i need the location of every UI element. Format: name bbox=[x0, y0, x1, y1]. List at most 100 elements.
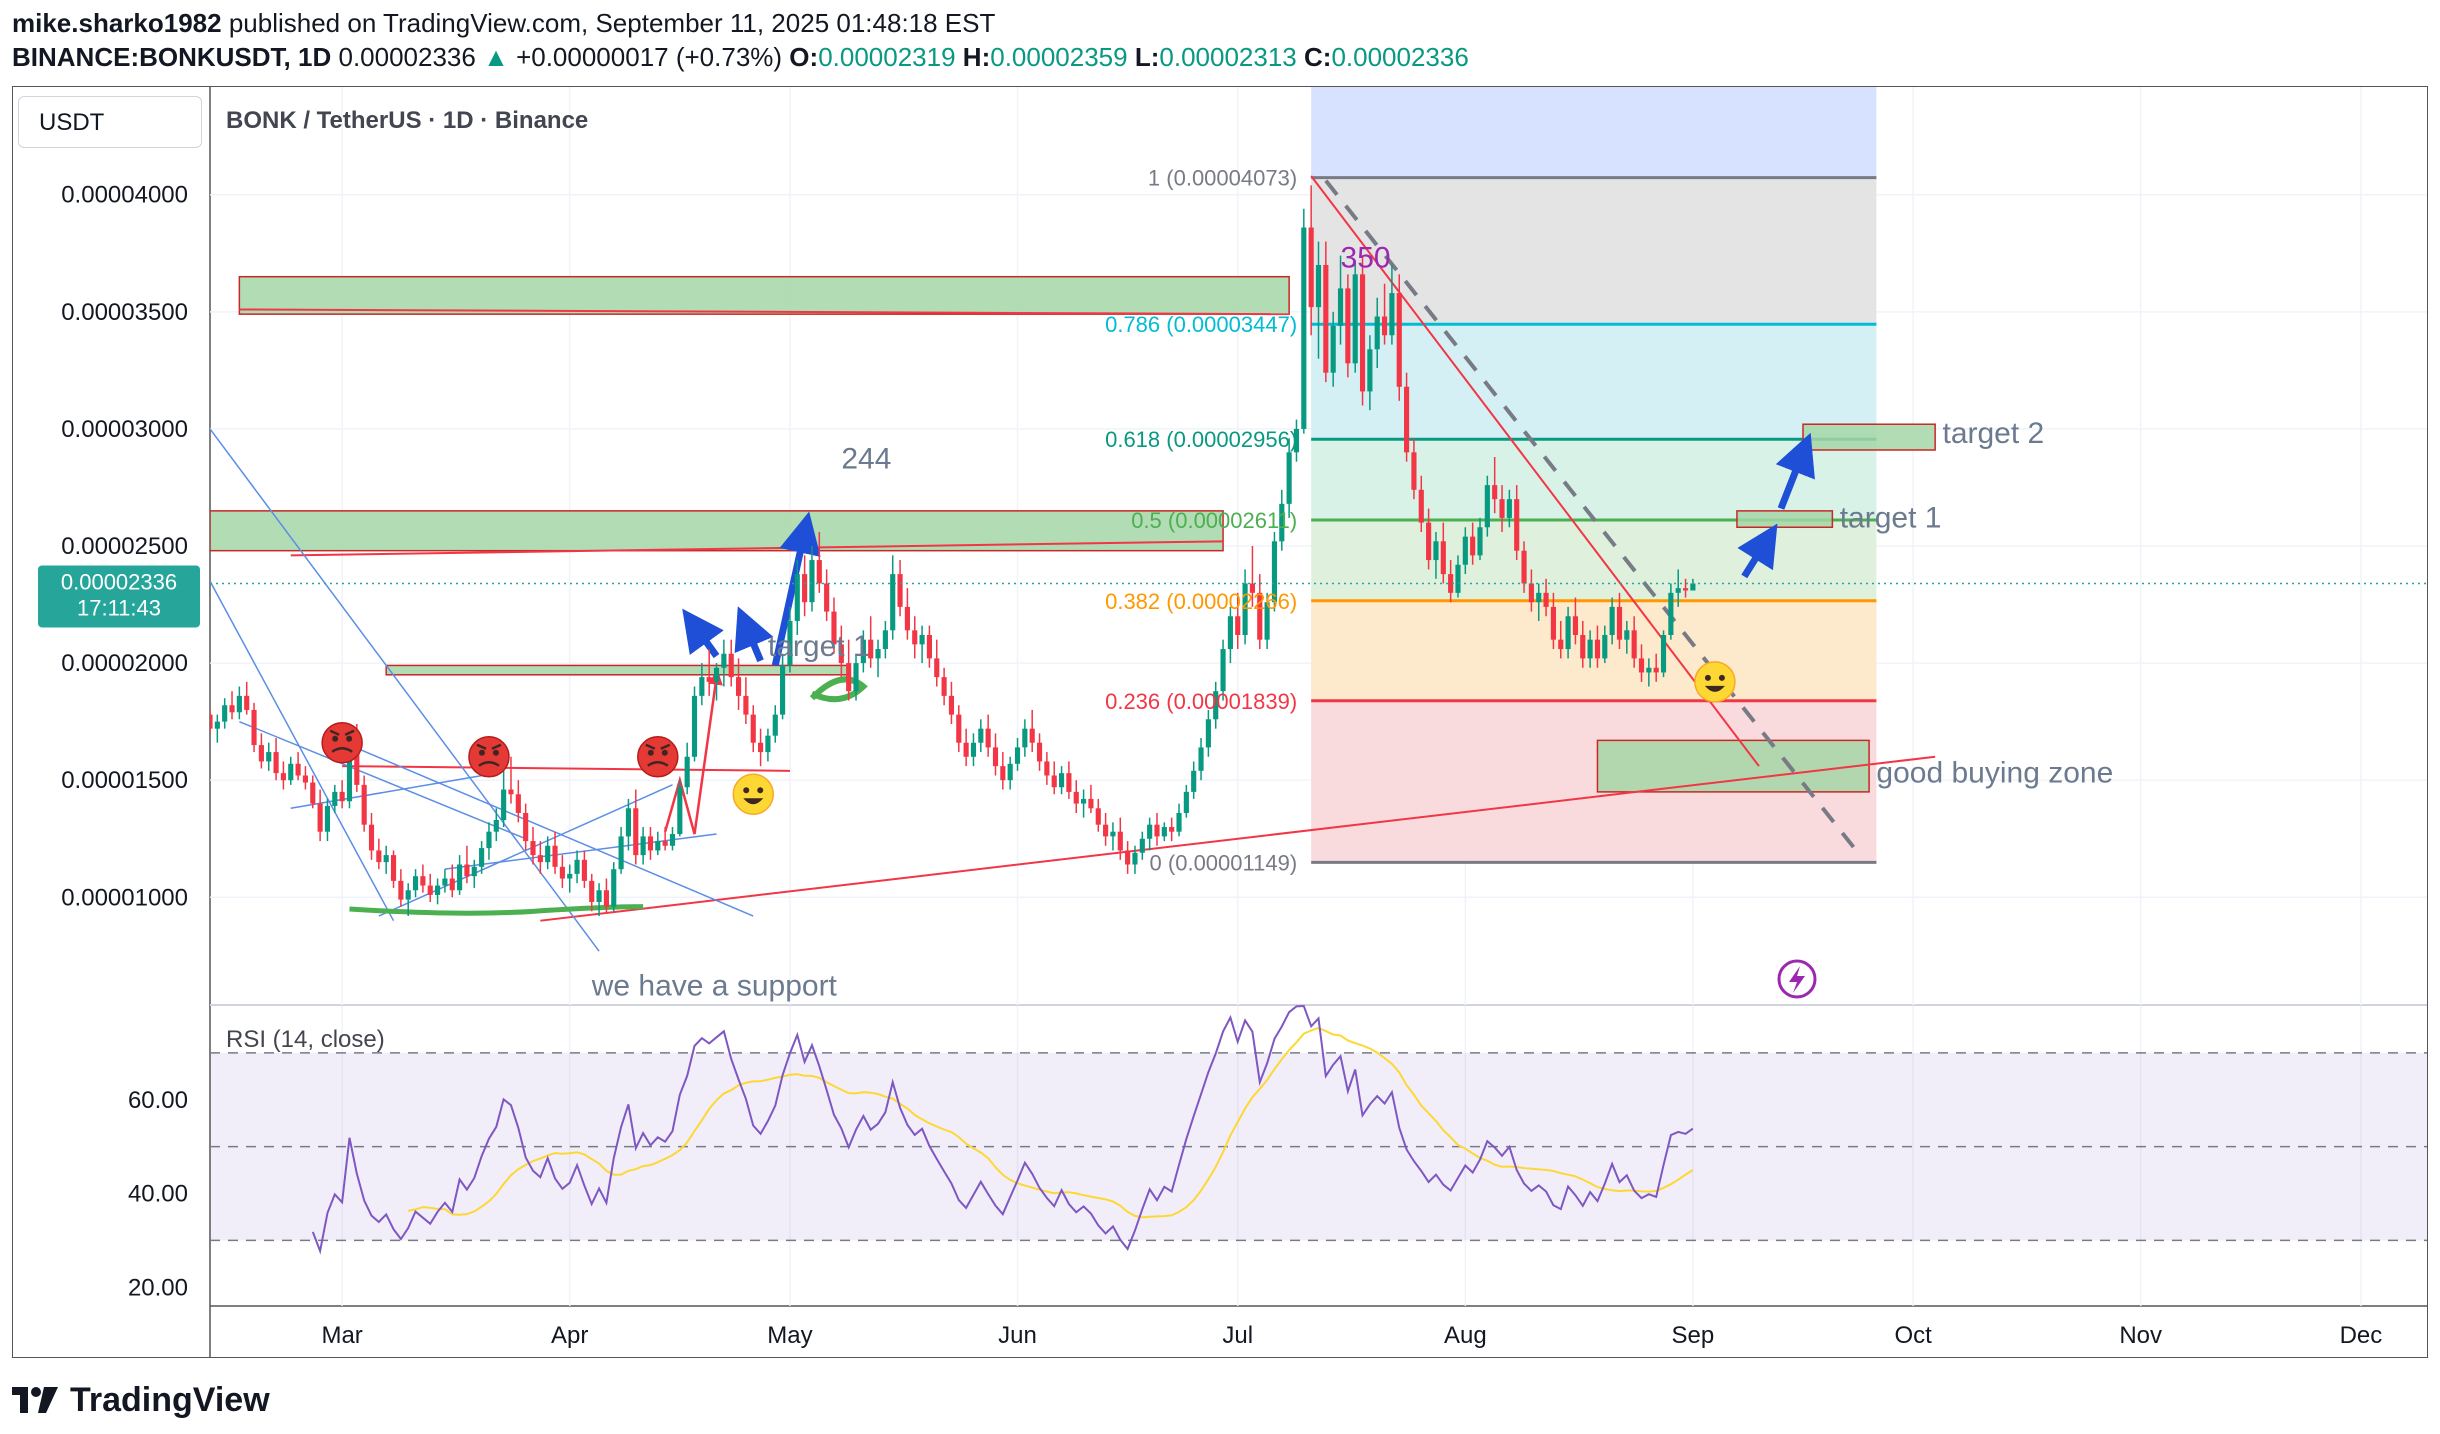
candle-body bbox=[882, 630, 888, 650]
neckline bbox=[342, 765, 790, 772]
candle-body bbox=[978, 728, 984, 743]
candle-body bbox=[1528, 583, 1534, 603]
fib-band bbox=[1311, 600, 1877, 701]
face-eye bbox=[647, 749, 654, 756]
face-eye bbox=[757, 787, 764, 794]
annotations-layer: 0 (0.00001149) 0.236 (0.00001839) 0.382 (0… bbox=[321, 166, 2113, 1003]
candles-layer[interactable] bbox=[207, 185, 2427, 917]
trendlines-layer[interactable] bbox=[210, 175, 1936, 952]
candle-body bbox=[1249, 583, 1255, 593]
red-arrow bbox=[663, 669, 723, 835]
candle-body bbox=[1404, 386, 1410, 453]
candle-body bbox=[295, 763, 301, 776]
candle-body bbox=[1286, 452, 1292, 504]
candle-body bbox=[1359, 274, 1366, 392]
candle-body bbox=[794, 574, 800, 621]
candle-body bbox=[611, 869, 617, 907]
candle-body bbox=[897, 574, 903, 607]
face-circle bbox=[468, 736, 510, 778]
candle-body bbox=[530, 841, 536, 856]
candle-body bbox=[523, 812, 529, 842]
angry-face-icon bbox=[321, 721, 363, 764]
face-mouth bbox=[478, 761, 500, 767]
candle-body bbox=[552, 845, 558, 867]
current-price-tag: 0.00002336 17:11:43 bbox=[38, 565, 200, 628]
annotation-text: 244 bbox=[841, 443, 891, 476]
candle-body bbox=[758, 742, 764, 753]
candle-body bbox=[368, 824, 375, 851]
annotation-text: 350 bbox=[1341, 241, 1391, 274]
candle-body bbox=[640, 836, 646, 856]
candle-body bbox=[1271, 541, 1278, 603]
rsi-line bbox=[311, 1004, 1694, 1255]
candle-body bbox=[838, 644, 844, 664]
fib-band bbox=[1311, 177, 1877, 325]
candle-body bbox=[618, 836, 624, 870]
blue-arrow bbox=[734, 606, 774, 663]
face-brow bbox=[476, 743, 502, 750]
candle-body bbox=[229, 705, 235, 713]
candle-body bbox=[809, 560, 815, 603]
candle-body bbox=[1235, 616, 1241, 635]
candle-body bbox=[1301, 227, 1307, 429]
candle-body bbox=[1396, 293, 1402, 387]
candle-body bbox=[875, 649, 881, 659]
candle-body bbox=[713, 667, 720, 682]
brand-name: TradingView bbox=[70, 1381, 270, 1419]
face-mouth bbox=[743, 798, 764, 805]
candle-body bbox=[508, 789, 514, 795]
candle-body bbox=[1147, 824, 1153, 839]
face-mouth bbox=[1704, 685, 1725, 692]
candle-body bbox=[677, 787, 683, 835]
candle-body bbox=[1470, 536, 1476, 556]
candle-body bbox=[926, 634, 932, 659]
candle-body bbox=[1022, 728, 1028, 748]
candle-body bbox=[1161, 827, 1167, 837]
face-eye bbox=[346, 735, 353, 742]
candle-body bbox=[596, 890, 602, 902]
candle-body bbox=[750, 714, 756, 743]
candle-body bbox=[970, 742, 977, 757]
candle-body bbox=[1668, 592, 1674, 635]
wedge-line bbox=[349, 744, 754, 917]
tradingview-logo-icon bbox=[12, 1387, 58, 1413]
candle-body bbox=[1308, 227, 1314, 308]
candle-body bbox=[420, 876, 426, 886]
candle-body bbox=[1088, 798, 1094, 809]
candle-body bbox=[244, 695, 250, 710]
zone-good-buying-zone bbox=[1596, 739, 1870, 793]
author-name[interactable]: mike.sharko1982 bbox=[12, 8, 222, 38]
candle-body bbox=[853, 663, 859, 692]
currency-unit-button[interactable]: USDT bbox=[18, 96, 202, 148]
candle-body bbox=[699, 677, 705, 696]
candle-body bbox=[919, 634, 925, 645]
countdown-label: 17:11:43 bbox=[77, 595, 161, 620]
annotation-text: target 2 bbox=[1942, 417, 2044, 450]
candle-body bbox=[735, 677, 742, 696]
channel-dashed-line bbox=[1324, 179, 1864, 859]
fib-level-label: 0.5 (0.00002611) bbox=[1131, 508, 1297, 533]
candle-body bbox=[1609, 606, 1615, 635]
lightning-icon[interactable] bbox=[1777, 959, 1817, 999]
candle-body bbox=[1638, 658, 1645, 673]
candle-body bbox=[721, 653, 727, 668]
candle-body bbox=[1227, 616, 1233, 650]
fib-extension-area bbox=[1311, 87, 1877, 178]
axes-labels: 0.00001000 0.00001500 0.00002000 0.00002500… bbox=[61, 182, 2382, 1349]
candle-body bbox=[398, 880, 404, 900]
candle-body bbox=[493, 819, 499, 832]
candle-body bbox=[912, 630, 918, 645]
close-value: 0.00002336 bbox=[1331, 42, 1469, 72]
time-tick-label: Apr bbox=[551, 1322, 588, 1349]
time-tick-label: Aug bbox=[1444, 1322, 1487, 1349]
candle-body bbox=[1081, 798, 1087, 804]
candle-body bbox=[890, 574, 896, 631]
candle-body bbox=[904, 606, 910, 631]
candle-body bbox=[236, 695, 242, 713]
rsi-pane[interactable] bbox=[210, 1004, 2427, 1255]
candle-body bbox=[471, 866, 477, 877]
fib-level-label: 0.382 (0.00002266) bbox=[1105, 589, 1297, 614]
price-tick-label: 0.00004000 bbox=[61, 182, 188, 209]
fib-band bbox=[1311, 520, 1877, 601]
